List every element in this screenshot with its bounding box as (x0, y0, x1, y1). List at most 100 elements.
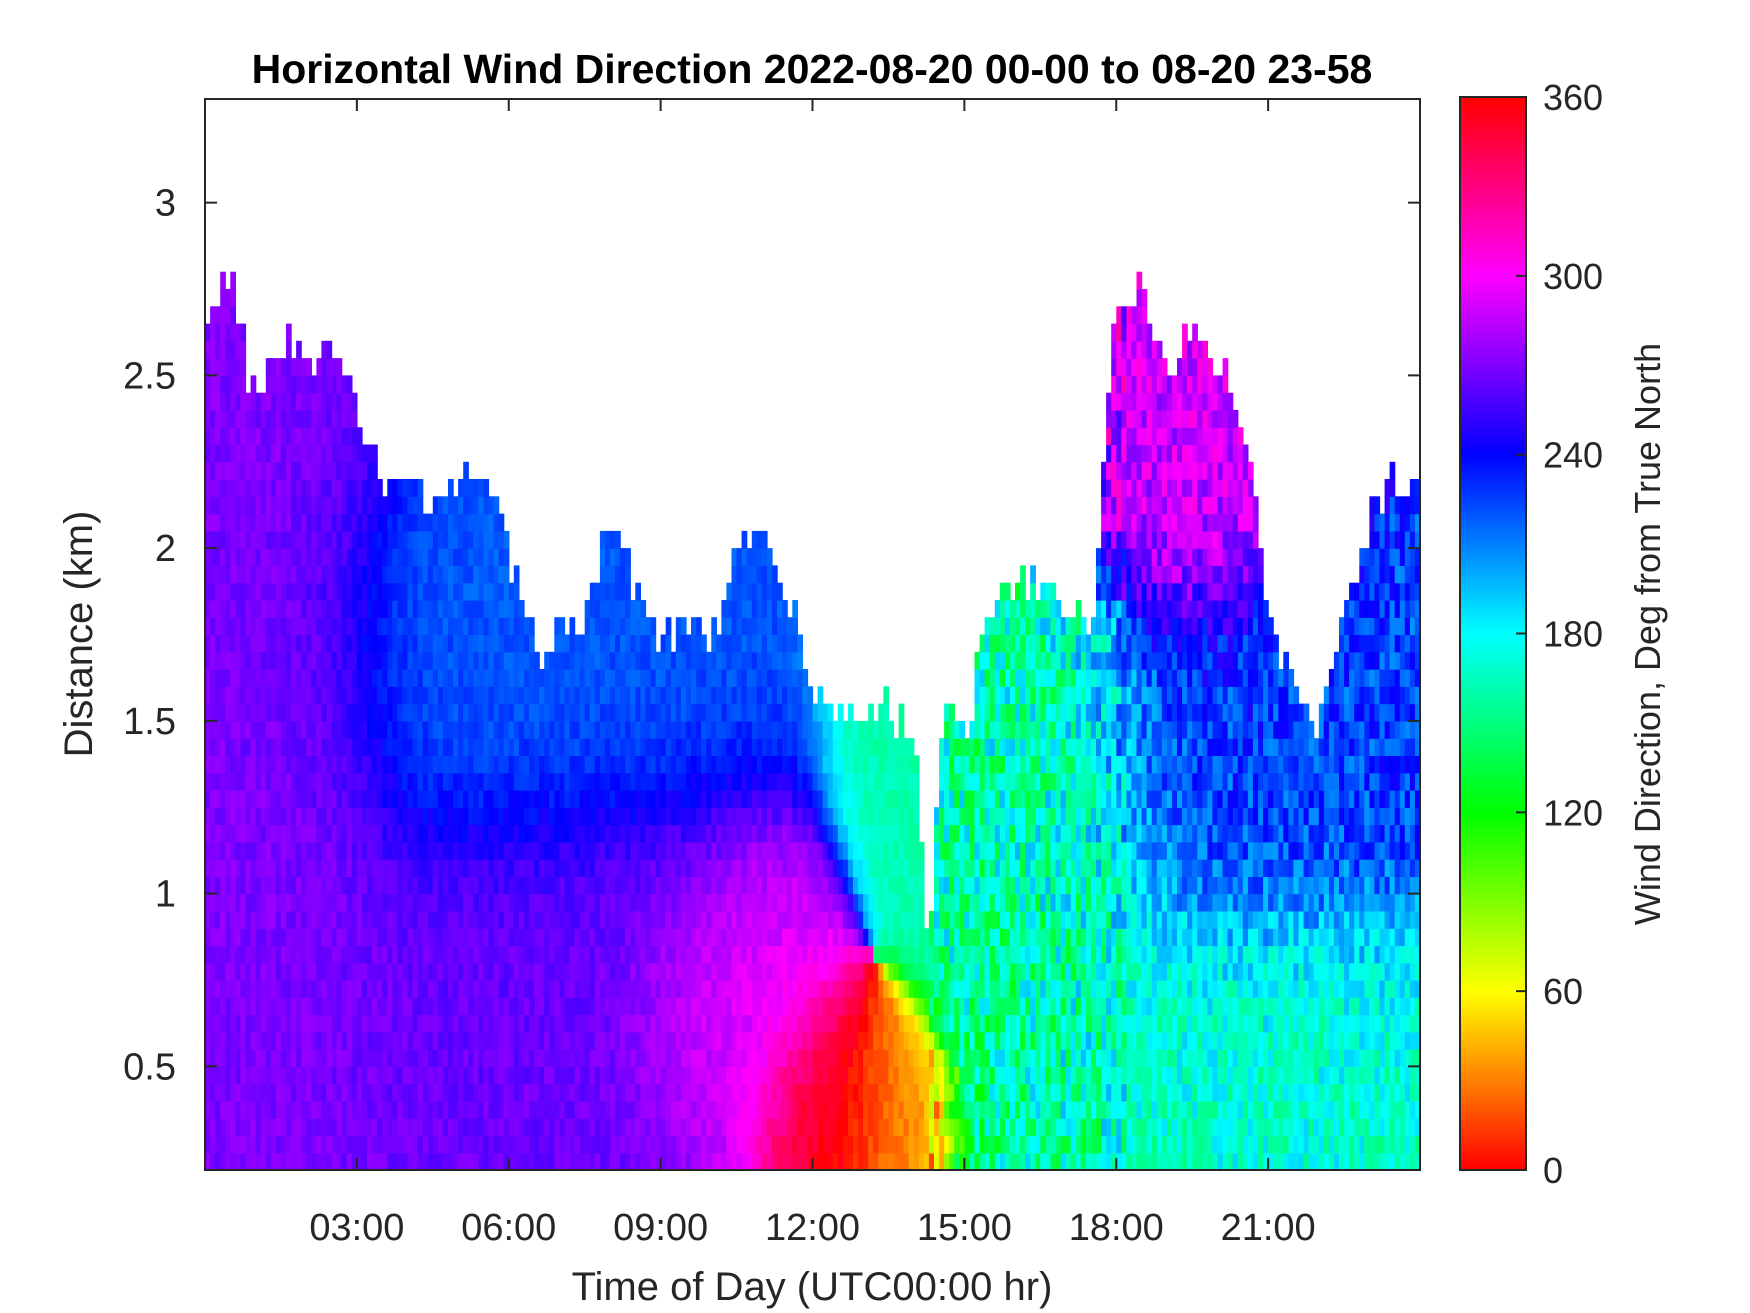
heatmap-cell (579, 1066, 586, 1085)
heatmap-cell (296, 392, 302, 411)
heatmap-cell (280, 1014, 287, 1033)
heatmap-cell (584, 1100, 591, 1119)
heatmap-cell (488, 1100, 495, 1119)
heatmap-cell (356, 824, 363, 843)
heatmap-cell (220, 358, 226, 376)
heatmap-cell (716, 1066, 722, 1085)
heatmap-cell (564, 1152, 571, 1170)
heatmap-cell (270, 669, 277, 687)
heatmap-cell (402, 1135, 409, 1154)
heatmap-cell (751, 1152, 758, 1170)
heatmap-cell (230, 1083, 236, 1102)
heatmap-cell (594, 600, 601, 618)
heatmap-cell (508, 841, 515, 860)
heatmap-cell (701, 980, 707, 998)
heatmap-cell (387, 496, 393, 515)
heatmap-cell (291, 928, 297, 947)
heatmap-cell (448, 548, 454, 566)
heatmap-cell (685, 910, 692, 929)
heatmap-cell (488, 755, 495, 774)
heatmap-cell (610, 755, 616, 774)
heatmap-cell (240, 323, 247, 342)
heatmap-cell (483, 824, 490, 843)
heatmap-cell (301, 479, 307, 497)
heatmap-cell (640, 755, 647, 774)
heatmap-cell (701, 1031, 707, 1050)
heatmap-cell (291, 1100, 297, 1119)
heatmap-cell (291, 617, 297, 636)
heatmap-cell (397, 548, 404, 566)
heatmap-cell (311, 1135, 317, 1154)
heatmap-cell (291, 686, 297, 705)
heatmap-cell (377, 738, 383, 756)
heatmap-cell (442, 755, 449, 774)
heatmap-cell (407, 617, 414, 636)
heatmap-cell (488, 669, 495, 687)
heatmap-cell (311, 807, 317, 826)
heatmap-cell (716, 893, 722, 912)
heatmap-cell (346, 409, 353, 428)
heatmap-cell (250, 565, 257, 584)
heatmap-cell (777, 807, 783, 826)
heatmap-cell (296, 841, 302, 860)
heatmap-cell (331, 1152, 338, 1170)
heatmap-cell (529, 859, 535, 877)
heatmap-cell (280, 1031, 287, 1050)
heatmap-cell (863, 1118, 869, 1137)
heatmap-cell (448, 720, 454, 739)
heatmap-cell (508, 1135, 515, 1154)
heatmap-cell (615, 1014, 621, 1033)
heatmap-cell (280, 409, 287, 428)
heatmap-cell (736, 876, 743, 895)
heatmap-cell (787, 651, 793, 670)
heatmap-cell (701, 790, 707, 808)
heatmap-cell (220, 910, 226, 929)
heatmap-cell (245, 790, 252, 808)
heatmap-cell (625, 945, 631, 964)
heatmap-cell (432, 945, 439, 964)
heatmap-cell (478, 824, 485, 843)
heatmap-cell (361, 1014, 368, 1033)
heatmap-cell (301, 738, 307, 756)
heatmap-cell (311, 530, 317, 549)
heatmap-cell (387, 790, 393, 808)
heatmap-cell (280, 945, 287, 964)
heatmap-cell (701, 841, 707, 860)
heatmap-cell (240, 962, 247, 981)
heatmap-cell (721, 859, 728, 877)
heatmap-cell (544, 859, 550, 877)
heatmap-cell (539, 893, 545, 912)
heatmap-cell (853, 1118, 859, 1137)
heatmap-cell (513, 1049, 520, 1067)
heatmap-cell (498, 651, 505, 670)
heatmap-cell (827, 1135, 834, 1154)
heatmap-cell (842, 928, 849, 947)
heatmap-cell (458, 634, 464, 653)
heatmap-cell (756, 720, 763, 739)
heatmap-cell (847, 962, 854, 981)
heatmap-cell (437, 738, 444, 756)
heatmap-cell (873, 876, 879, 895)
heatmap-cell (797, 720, 803, 739)
heatmap-cell (301, 548, 307, 566)
heatmap-cell (655, 928, 662, 947)
heatmap-cell (655, 686, 662, 705)
heatmap-cell (346, 962, 353, 981)
heatmap-cell (321, 392, 328, 411)
heatmap-cell (635, 1083, 641, 1102)
heatmap-cell (564, 859, 571, 877)
heatmap-cell (544, 1118, 550, 1137)
heatmap-cell (280, 720, 287, 739)
heatmap-cell (260, 600, 267, 618)
heatmap-cell (230, 651, 236, 670)
heatmap-cell (741, 893, 748, 912)
heatmap-cell (356, 703, 363, 722)
heatmap-cell (620, 876, 626, 895)
heatmap-cell (407, 859, 414, 877)
heatmap-cell (650, 720, 657, 739)
heatmap-cell (685, 755, 692, 774)
heatmap-cell (270, 997, 277, 1016)
heatmap-cell (731, 910, 738, 929)
heatmap-cell (306, 479, 312, 497)
heatmap-cell (387, 720, 393, 739)
